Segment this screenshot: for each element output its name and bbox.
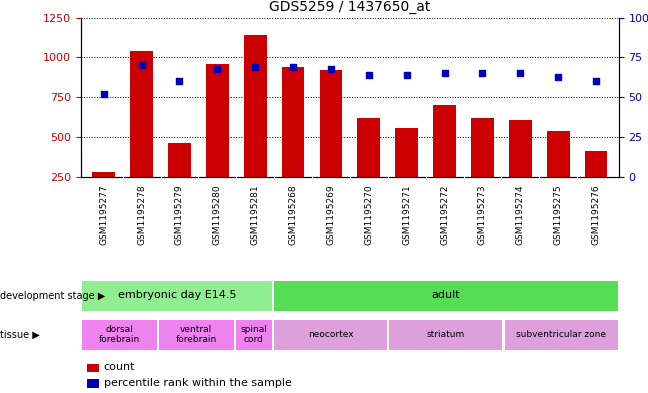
Bar	[130, 51, 153, 217]
Text: GSM1195277: GSM1195277	[99, 185, 108, 245]
Text: count: count	[104, 362, 135, 373]
Text: embryonic day E14.5: embryonic day E14.5	[118, 290, 237, 300]
Text: subventricular zone: subventricular zone	[516, 330, 607, 339]
Point	[98, 91, 109, 97]
Text: neocortex: neocortex	[308, 330, 354, 339]
Point	[326, 66, 336, 72]
Point	[137, 62, 147, 68]
Text: GSM1195272: GSM1195272	[440, 185, 449, 245]
Bar	[159, 320, 233, 350]
Bar	[389, 320, 502, 350]
Text: spinal
cord: spinal cord	[240, 325, 268, 344]
Bar	[584, 151, 607, 217]
Bar	[509, 119, 532, 217]
Point	[174, 78, 185, 84]
Text: development stage ▶: development stage ▶	[0, 291, 105, 301]
Text: GSM1195280: GSM1195280	[213, 185, 222, 245]
Text: GSM1195268: GSM1195268	[288, 185, 297, 245]
Point	[439, 70, 450, 77]
Bar	[274, 281, 618, 311]
Bar	[434, 105, 456, 217]
Text: GSM1195270: GSM1195270	[364, 185, 373, 245]
Text: GSM1195281: GSM1195281	[251, 185, 260, 245]
Bar	[358, 118, 380, 217]
Point	[402, 72, 412, 78]
Text: dorsal
forebrain: dorsal forebrain	[98, 325, 140, 344]
Point	[591, 78, 601, 84]
Text: GSM1195274: GSM1195274	[516, 185, 525, 245]
Bar	[82, 281, 272, 311]
Point	[553, 73, 563, 80]
Text: GSM1195278: GSM1195278	[137, 185, 146, 245]
Text: tissue ▶: tissue ▶	[0, 330, 40, 340]
Text: GSM1195269: GSM1195269	[327, 185, 336, 245]
Bar	[505, 320, 618, 350]
Text: percentile rank within the sample: percentile rank within the sample	[104, 378, 292, 388]
Bar	[547, 131, 570, 217]
Text: striatum: striatum	[427, 330, 465, 339]
Bar	[93, 172, 115, 217]
Bar	[282, 67, 305, 217]
Bar	[82, 320, 157, 350]
Point	[212, 66, 222, 72]
Text: ventral
forebrain: ventral forebrain	[176, 325, 217, 344]
Text: GSM1195276: GSM1195276	[592, 185, 601, 245]
Bar	[206, 64, 229, 217]
Point	[478, 70, 488, 77]
Title: GDS5259 / 1437650_at: GDS5259 / 1437650_at	[269, 0, 431, 14]
Text: GSM1195275: GSM1195275	[554, 185, 562, 245]
Point	[250, 64, 260, 70]
Bar	[244, 35, 266, 217]
Text: GSM1195271: GSM1195271	[402, 185, 411, 245]
Text: GSM1195279: GSM1195279	[175, 185, 184, 245]
Bar	[471, 118, 494, 217]
Point	[288, 64, 298, 70]
Bar	[274, 320, 388, 350]
Point	[515, 70, 526, 77]
Bar	[319, 70, 342, 217]
Bar	[168, 143, 191, 217]
Text: GSM1195273: GSM1195273	[478, 185, 487, 245]
Text: adult: adult	[432, 290, 460, 300]
Bar	[395, 128, 418, 217]
Point	[364, 72, 374, 78]
Bar	[236, 320, 272, 350]
